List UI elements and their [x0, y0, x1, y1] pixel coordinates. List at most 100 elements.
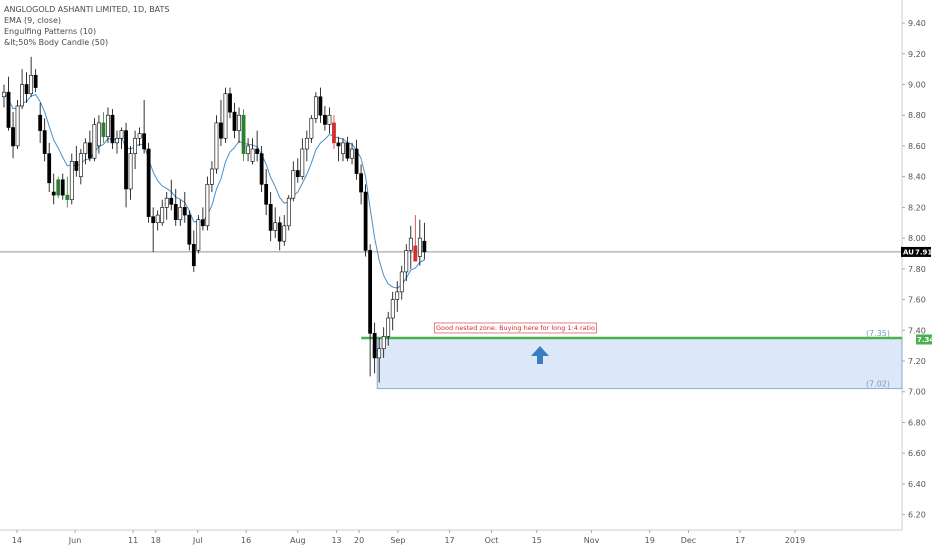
candle	[187, 210, 192, 251]
candle	[191, 230, 196, 272]
candle	[228, 87, 232, 119]
candle	[214, 115, 219, 174]
x-tick-label: 16	[241, 536, 251, 545]
candle	[368, 244, 373, 377]
candle	[413, 215, 418, 262]
y-tick-label: 6.40	[908, 480, 926, 489]
candle	[51, 173, 56, 205]
candle	[359, 164, 363, 205]
zone-bottom-label: (7.02)	[866, 380, 890, 389]
legend-engulfing[interactable]: Engulfing Patterns (10)	[4, 27, 97, 36]
candle	[286, 195, 291, 231]
candle	[124, 122, 128, 208]
candle	[341, 138, 345, 162]
candle	[345, 136, 350, 162]
y-tick-label: 6.80	[908, 418, 926, 427]
candle	[47, 142, 52, 193]
candle	[173, 188, 178, 226]
candle	[169, 179, 174, 211]
candle	[196, 215, 201, 254]
x-tick-label: 13	[331, 536, 341, 545]
x-tick-label: 2019	[785, 536, 805, 545]
up-arrow-icon	[531, 345, 549, 364]
x-tick-label: Jul	[192, 536, 203, 545]
candle	[178, 199, 183, 226]
candle	[232, 102, 237, 139]
candle	[291, 161, 296, 202]
legend-ema[interactable]: EMA (9, close)	[4, 16, 61, 25]
y-tick-label: 7.60	[908, 296, 926, 305]
annotation-text: Good nested zone. Buying here for long 1…	[436, 324, 595, 332]
price-ticker-label: AU	[903, 248, 914, 256]
candle	[264, 168, 269, 216]
candle	[332, 115, 336, 150]
candle	[92, 118, 97, 162]
x-tick-label: Dec	[681, 536, 696, 545]
current-price-label: 7.91	[915, 248, 932, 256]
zone-price-label: 7.34	[917, 336, 932, 344]
x-tick-label: Sep	[390, 536, 405, 545]
candle	[160, 199, 165, 226]
candle	[273, 207, 278, 239]
candle	[268, 192, 273, 242]
ema-line	[3, 91, 425, 289]
candle	[119, 127, 124, 150]
candle	[128, 145, 133, 200]
candle	[20, 69, 24, 110]
current-price-badge: AU 7.91	[901, 246, 932, 257]
demand-zone	[376, 337, 903, 390]
chart-legend: ANGLOGOLD ASHANTI LIMITED, 1D, BATS EMA …	[4, 4, 170, 48]
candle	[372, 322, 377, 374]
candle	[74, 145, 79, 177]
candle	[33, 69, 38, 93]
candle	[300, 138, 305, 180]
candle	[309, 115, 314, 143]
candle	[386, 311, 391, 346]
y-tick-label: 8.80	[908, 111, 926, 120]
candle	[137, 127, 142, 146]
candle	[250, 138, 255, 165]
y-tick-label: 8.60	[908, 142, 926, 151]
x-tick-label: Nov	[584, 536, 600, 545]
y-tick-label: 9.40	[908, 19, 926, 28]
x-tick-label: Oct	[485, 536, 499, 545]
candle	[6, 76, 11, 131]
y-tick-label: 7.20	[908, 357, 926, 366]
candle	[133, 130, 137, 169]
candle	[142, 99, 147, 154]
legend-symbol: ANGLOGOLD ASHANTI LIMITED, 1D, BATS	[4, 5, 170, 14]
candle	[15, 99, 20, 150]
candle	[282, 215, 287, 246]
y-tick-label: 7.40	[908, 326, 926, 335]
candle	[350, 142, 354, 165]
candle	[390, 291, 395, 331]
candle	[210, 161, 214, 193]
y-tick-label: 8.40	[908, 173, 926, 182]
candle	[164, 192, 169, 220]
candle	[155, 210, 160, 231]
candle	[318, 87, 323, 123]
candle	[363, 184, 368, 257]
candle	[241, 109, 246, 162]
y-tick-label: 6.20	[908, 511, 926, 520]
candle	[399, 265, 404, 300]
candle	[223, 87, 228, 143]
candle	[354, 139, 359, 180]
candle	[24, 72, 29, 103]
candle	[101, 112, 106, 143]
y-tick-label: 9.00	[908, 80, 926, 89]
candle	[323, 106, 327, 131]
candle	[38, 102, 43, 143]
candle	[97, 115, 101, 154]
candle	[106, 107, 110, 143]
candle	[78, 149, 83, 185]
candle	[83, 138, 88, 165]
candle	[277, 216, 282, 251]
candle	[151, 207, 156, 252]
candle	[146, 142, 151, 223]
candle	[336, 136, 341, 162]
legend-body-candle[interactable]: &lt;50% Body Candle (50)	[4, 38, 109, 47]
x-tick-label: 11	[128, 536, 138, 545]
candle	[295, 158, 300, 183]
